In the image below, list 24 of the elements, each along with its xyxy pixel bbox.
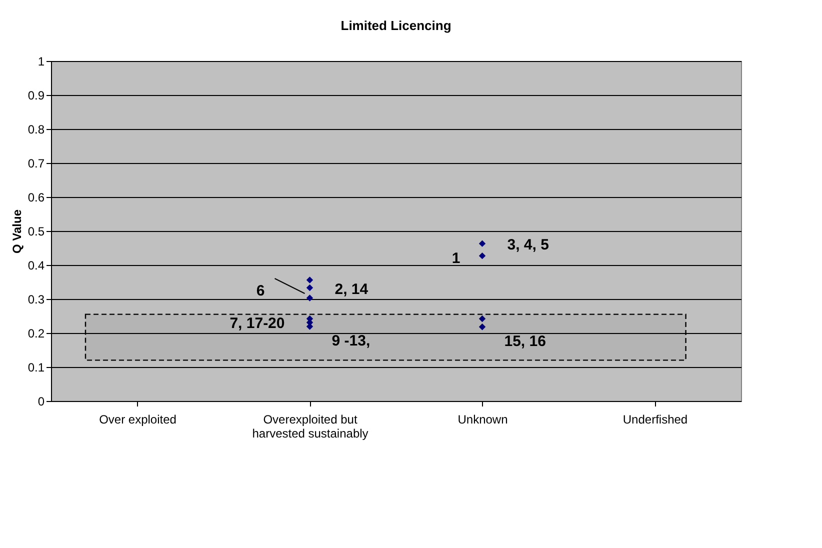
chart-title: Limited Licencing — [340, 18, 452, 33]
y-tick-label: 0 — [38, 394, 45, 408]
y-tick-label: 0.9 — [28, 88, 45, 102]
y-tick-label: 0.2 — [28, 326, 45, 340]
y-tick-label: 0.7 — [28, 156, 45, 170]
y-axis-title: Q Value — [10, 209, 24, 254]
y-tick-label: 0.4 — [28, 258, 45, 272]
annotation: 15, 16 — [504, 332, 546, 350]
x-tick-label: Unknown — [458, 412, 508, 426]
x-tick-label: Overexploited but harvested sustainably — [252, 412, 368, 440]
x-tick-label: Over exploited — [99, 412, 176, 426]
y-tick-label: 0.3 — [28, 292, 45, 306]
y-tick-label: 0.1 — [28, 360, 45, 374]
annotation: 6 — [256, 282, 265, 300]
x-tick-label: Underfished — [622, 412, 688, 426]
annotation: 9 -13, — [332, 332, 370, 350]
annotation: 3, 4, 5 — [507, 236, 549, 254]
y-tick-label: 0.6 — [28, 190, 45, 204]
y-tick-label: 0.5 — [28, 224, 45, 238]
annotation: 2, 14 — [334, 280, 369, 298]
annotation: 1 — [452, 250, 460, 268]
annotation: 7, 17-20 — [230, 314, 285, 332]
y-tick-label: 1 — [38, 54, 45, 68]
y-tick-label: 0.8 — [28, 122, 45, 136]
